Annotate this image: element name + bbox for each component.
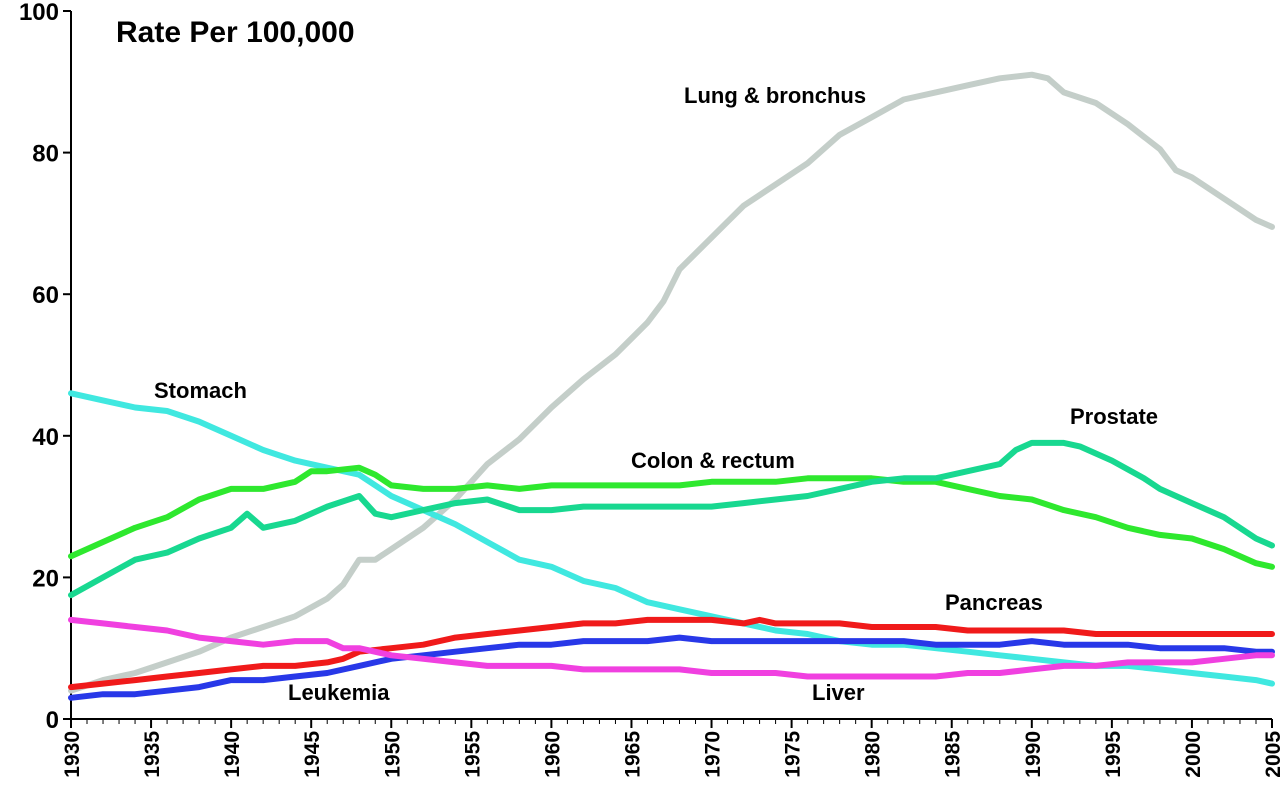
x-tick-label: 1995 xyxy=(1102,731,1125,778)
x-tick-label: 1950 xyxy=(381,731,404,778)
x-tick-label: 1940 xyxy=(221,731,244,778)
x-tick-label: 1965 xyxy=(621,731,644,778)
y-tick-label: 20 xyxy=(32,565,59,592)
x-tick-label: 1955 xyxy=(461,731,484,778)
y-tick-label: 40 xyxy=(32,424,59,451)
x-tick-label: 1930 xyxy=(61,731,84,778)
series-line-liver xyxy=(68,616,1275,680)
series-label-lung-bronchus: Lung & bronchus xyxy=(684,83,866,108)
x-tick-label: 1975 xyxy=(782,731,805,778)
x-tick-label: 1970 xyxy=(702,731,725,778)
x-axis: 1930 1935 1940 1945 1950 1955 1960 1965 1970 1975… xyxy=(61,718,1280,778)
series-label-leukemia: Leukemia xyxy=(288,680,390,705)
y-tick-label: 0 xyxy=(46,707,59,734)
x-tick-label: 1935 xyxy=(141,731,164,778)
series-label-pancreas: Pancreas xyxy=(945,590,1043,615)
x-tick-label: 1960 xyxy=(541,731,564,778)
x-tick-label: 1985 xyxy=(942,731,965,778)
series-line-lung-bronchus xyxy=(68,71,1275,694)
y-tick-label: 80 xyxy=(32,141,59,168)
x-tick-label: 1990 xyxy=(1022,731,1045,778)
x-tick-label: 2005 xyxy=(1262,731,1280,778)
series-label-stomach: Stomach xyxy=(154,378,247,403)
series-lines xyxy=(68,71,1275,701)
series-line-colon-rectum xyxy=(68,464,1275,570)
series-labels: Lung & bronchus Stomach Colon & rectum Pros… xyxy=(154,83,1158,705)
y-tick-label: 60 xyxy=(32,282,59,309)
series-line-prostate xyxy=(68,439,1275,599)
series-label-colon-rectum: Colon & rectum xyxy=(631,448,795,473)
y-axis: 0 20 40 60 80 100 xyxy=(19,0,72,734)
y-tick-label: 100 xyxy=(19,0,59,26)
chart-title: Rate Per 100,000 xyxy=(116,16,355,49)
series-line-leukemia xyxy=(68,634,1275,701)
x-tick-label: 1945 xyxy=(301,731,324,778)
series-label-liver: Liver xyxy=(812,680,865,705)
x-tick-label: 1980 xyxy=(862,731,885,778)
series-label-prostate: Prostate xyxy=(1070,404,1158,429)
x-tick-label: 2000 xyxy=(1182,731,1205,778)
series-line-pancreas xyxy=(68,616,1275,691)
